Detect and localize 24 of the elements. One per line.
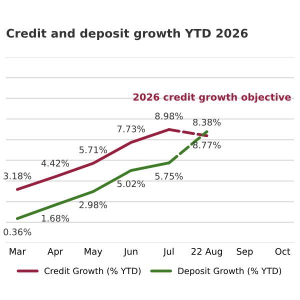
x-tick-label: Apr: [48, 248, 64, 257]
chart-title: Credit and deposit growth YTD 2026: [6, 28, 248, 40]
x-tick-label: Oct: [275, 248, 290, 255]
x-tick-label: 22 Aug: [192, 248, 222, 257]
annotation: 2026 credit growth objective: [133, 93, 291, 103]
data-label: 8.77%: [193, 142, 221, 148]
data-label: 5.71%: [80, 146, 107, 154]
data-label: 0.36%: [4, 228, 32, 236]
legend-label: Credit Growth (% YTD): [44, 267, 141, 276]
data-label: 2.98%: [79, 201, 107, 208]
x-tick-label: Jun: [124, 248, 138, 257]
data-label: 3.18%: [4, 172, 32, 180]
x-tick-label: May: [84, 248, 102, 257]
data-label: 8.38%: [193, 118, 221, 126]
data-label: 7.73%: [117, 126, 145, 132]
x-tick-label: Jul: [163, 248, 174, 257]
data-label: 5.02%: [117, 180, 145, 188]
data-label: 8.98%: [155, 112, 183, 120]
data-label: 4.42%: [41, 160, 70, 167]
data-label: 5.75%: [155, 172, 183, 180]
x-tick-label: Sep: [236, 248, 253, 257]
x-tick-label: Mar: [10, 248, 26, 255]
legend-label: Deposit Growth (% YTD): [178, 267, 282, 276]
data-label: 1.68%: [42, 214, 70, 222]
